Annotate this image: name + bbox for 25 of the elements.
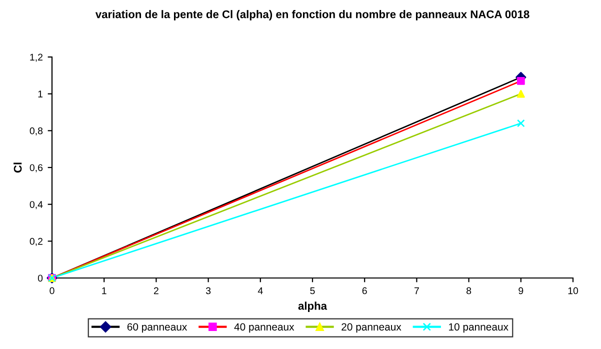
y-tick-label: 1,2 bbox=[30, 54, 42, 62]
x-tick-label: 0 bbox=[50, 287, 54, 294]
x-tick-label: 4 bbox=[258, 287, 263, 294]
chart-title: variation de la pente de Cl (alpha) en fonction du nombre de panneaux NACA 0018 bbox=[95, 10, 530, 20]
x-tick-label: 9 bbox=[518, 287, 524, 294]
x-tick-label: 6 bbox=[362, 287, 367, 294]
y-tick-label: 0,8 bbox=[30, 127, 43, 136]
y-axis-title: Cl bbox=[14, 162, 22, 173]
x-tick-label: 8 bbox=[466, 287, 472, 294]
x-tick-label: 5 bbox=[310, 287, 315, 294]
x-tick-label: 1 bbox=[102, 287, 106, 294]
legend-label: 10 panneaux bbox=[449, 323, 508, 333]
legend-label: 40 panneaux bbox=[234, 323, 294, 333]
x-axis-title: alpha bbox=[298, 302, 328, 312]
y-tick-label: 0 bbox=[38, 274, 43, 282]
x-tick-label: 7 bbox=[414, 287, 419, 294]
x-tick-label: 2 bbox=[154, 287, 158, 294]
legend-label: 60 panneaux bbox=[127, 323, 188, 333]
x-tick-label: 10 bbox=[568, 287, 578, 294]
y-tick-label: 0,2 bbox=[30, 238, 42, 246]
y-tick-label: 1 bbox=[38, 90, 42, 98]
y-tick-label: 0,6 bbox=[30, 164, 43, 172]
legend-label: 20 panneaux bbox=[342, 323, 402, 333]
x-tick-label: 3 bbox=[206, 287, 211, 294]
y-tick-label: 0,4 bbox=[30, 201, 43, 210]
